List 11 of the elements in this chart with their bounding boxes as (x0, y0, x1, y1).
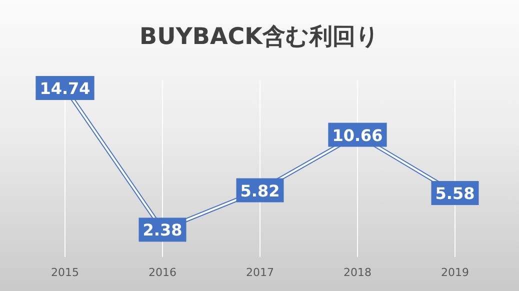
data-label: 5.58 (435, 184, 475, 204)
data-label: 10.66 (332, 126, 383, 145)
chart-title: BUYBACK含む利回り (140, 24, 380, 50)
x-tick-label: 2015 (51, 266, 79, 279)
data-label: 14.74 (40, 79, 90, 98)
x-tick-label: 2019 (441, 266, 469, 279)
data-label: 5.82 (240, 181, 280, 200)
data-label: 2.38 (142, 220, 182, 240)
x-tick-label: 2016 (148, 266, 176, 279)
x-tick-label: 2017 (246, 266, 274, 279)
x-tick-label: 2018 (344, 266, 372, 279)
